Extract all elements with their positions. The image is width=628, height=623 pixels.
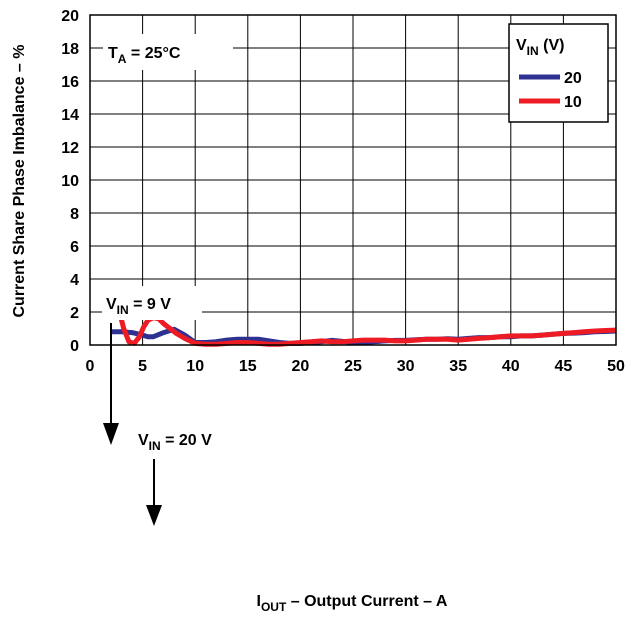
x-tick-label: 30	[397, 358, 415, 375]
vin20-rest: = 20 V	[161, 432, 212, 449]
y-tick-label: 8	[70, 206, 79, 223]
vin-20-annotation-box	[135, 422, 250, 456]
ta-sub: A	[118, 52, 127, 66]
y-tick-label: 18	[61, 41, 79, 58]
vin-20-arrow-head	[146, 505, 162, 526]
vin20-sub: IN	[149, 439, 161, 453]
vin-9-annotation: VIN = 9 V	[102, 286, 202, 445]
vin-9-arrow-head	[103, 423, 119, 445]
y-tick-label: 0	[70, 338, 79, 355]
y-tick-label: 2	[70, 305, 79, 322]
legend-title-sub: IN	[527, 44, 539, 58]
y-tick-label: 12	[61, 140, 79, 157]
y-tick-label: 4	[70, 272, 79, 289]
vin-9-annotation-box	[102, 286, 202, 320]
x-axis-title-main: I	[257, 593, 261, 610]
y-tick-label: 20	[61, 8, 79, 25]
x-tick-label: 50	[607, 358, 625, 375]
vin-9-annotation-text: VIN = 9 V	[106, 296, 171, 317]
x-axis-title-rest: – Output Current – A	[286, 593, 448, 610]
y-tick-label: 14	[61, 107, 79, 124]
legend-label-20: 20	[564, 70, 582, 87]
x-axis-title: IOUT – Output Current – A	[257, 593, 448, 614]
y-tick-label: 6	[70, 239, 79, 256]
x-tick-label: 40	[502, 358, 520, 375]
vin20-main: V	[138, 432, 149, 449]
vin9-sub: IN	[117, 303, 129, 317]
legend-title-rest: (V)	[539, 37, 565, 54]
x-tick-label: 15	[239, 358, 257, 375]
x-tick-label: 10	[186, 358, 204, 375]
vin9-main: V	[106, 296, 117, 313]
vin9-rest: = 9 V	[129, 296, 172, 313]
y-axis-title: Current Share Phase Imbalance – %	[11, 45, 28, 318]
legend-label-10: 10	[564, 94, 582, 111]
plot-frame	[89, 14, 617, 346]
x-tick-label: 35	[449, 358, 467, 375]
x-tick-label: 25	[344, 358, 362, 375]
legend-title-main: V	[516, 37, 527, 54]
x-tick-label: 20	[292, 358, 310, 375]
legend: VIN (V) 20 10	[508, 23, 609, 123]
temperature-annotation-box	[103, 34, 233, 70]
x-axis-title-sub: OUT	[261, 600, 287, 614]
x-tick-label: 5	[138, 358, 147, 375]
x-tick-label: 45	[555, 358, 573, 375]
temperature-annotation: TA = 25°C	[103, 34, 233, 70]
x-tick-label: 0	[86, 358, 95, 375]
y-tick-label: 10	[61, 173, 79, 190]
ta-main: T	[108, 45, 118, 62]
vin-20-annotation-text: VIN = 20 V	[138, 432, 212, 453]
vin-20-annotation: VIN = 20 V	[135, 422, 250, 526]
ta-rest: = 25°C	[126, 45, 180, 62]
temperature-annotation-text: TA = 25°C	[108, 45, 181, 66]
x-tick-labels: 0 5 10 15 20 25 30 35 40 45 50	[86, 358, 625, 375]
legend-box	[508, 23, 609, 123]
legend-title: VIN (V)	[516, 37, 564, 58]
y-tick-label: 16	[61, 74, 79, 91]
y-tick-labels: 0 2 4 6 8 10 12 14 16 18 20	[61, 8, 79, 355]
